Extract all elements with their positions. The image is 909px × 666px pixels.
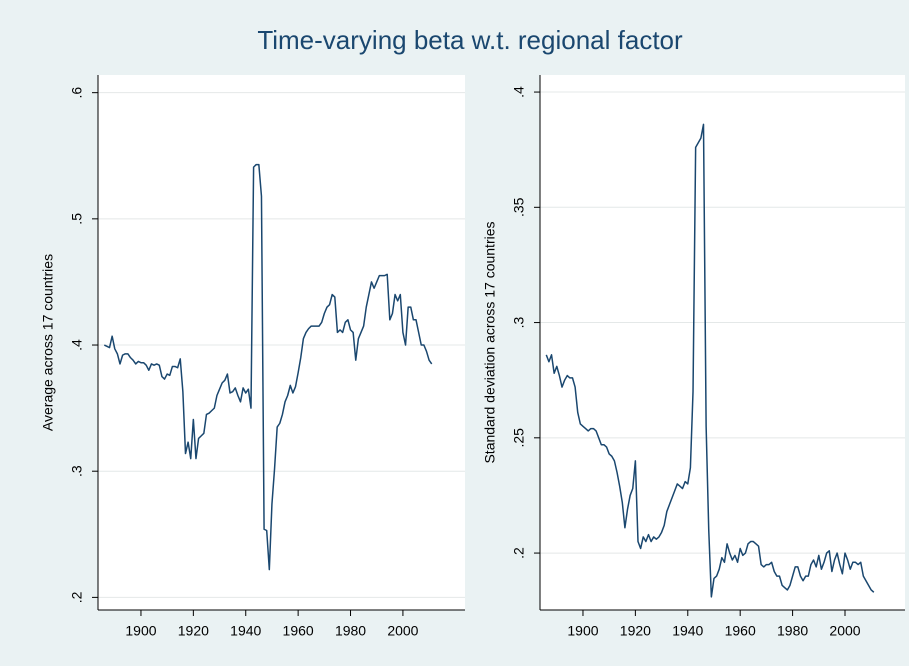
y-tick-label: .6	[69, 87, 85, 99]
plot-area	[98, 75, 465, 610]
x-tick-label: 1900	[567, 623, 598, 639]
x-tick-label: 1980	[335, 623, 366, 639]
chart-title: Time-varying beta w.t. regional factor	[257, 25, 683, 55]
y-tick-label: .2	[511, 547, 527, 559]
x-tick-label: 2000	[829, 623, 860, 639]
data-line	[103, 163, 433, 571]
x-tick-label: 1920	[620, 623, 651, 639]
y-tick-label: .3	[69, 465, 85, 477]
x-tick-label: 1940	[672, 623, 703, 639]
y-tick-label: .3	[511, 317, 527, 329]
y-tick-label: .4	[69, 339, 85, 351]
x-tick-label: 1980	[777, 623, 808, 639]
data-line	[545, 123, 875, 598]
x-tick-label: 2000	[387, 623, 418, 639]
plot-area	[540, 75, 905, 610]
y-tick-label: .25	[511, 428, 527, 448]
y-tick-label: .2	[69, 591, 85, 603]
x-tick-label: 1960	[725, 623, 756, 639]
x-tick-label: 1940	[230, 623, 261, 639]
y-axis-title: Standard deviation across 17 countries	[482, 221, 498, 463]
x-tick-label: 1960	[283, 623, 314, 639]
y-tick-label: .5	[69, 213, 85, 225]
y-axis-title: Average across 17 countries	[40, 254, 56, 431]
y-tick-label: .4	[511, 86, 527, 98]
x-tick-label: 1920	[178, 623, 209, 639]
y-tick-label: .35	[511, 197, 527, 217]
x-tick-label: 1900	[125, 623, 156, 639]
